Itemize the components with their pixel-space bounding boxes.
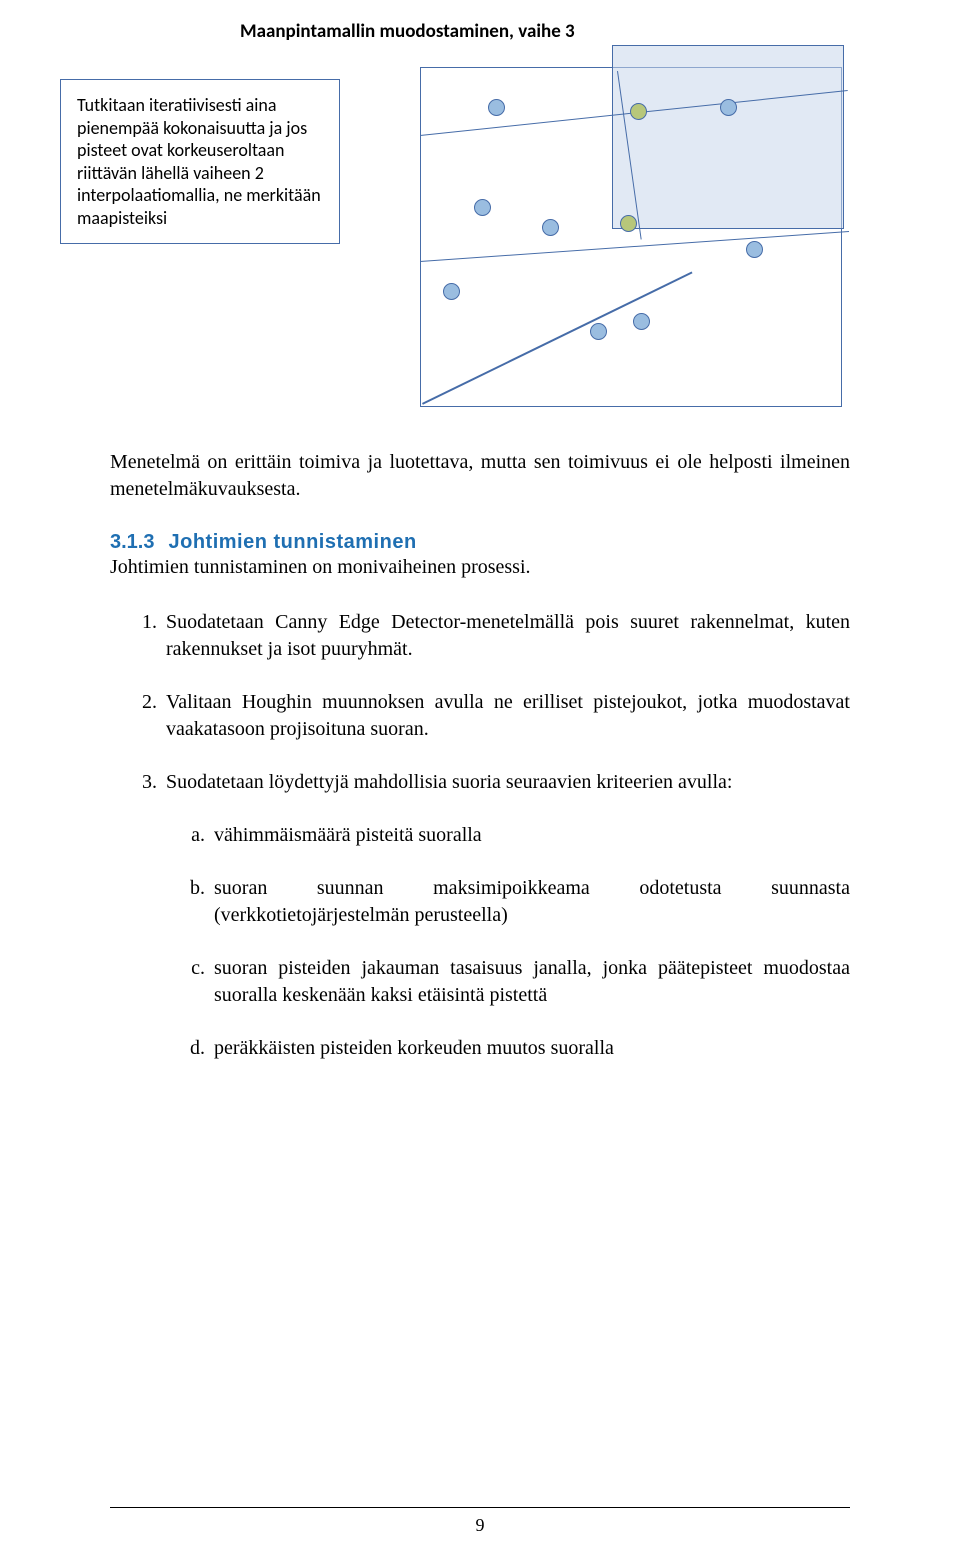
main-list: Suodatetaan Canny Edge Detector-menetelm… [110, 609, 850, 1062]
sub-list: vähimmäismäärä pisteitä suoralla suoran … [166, 822, 850, 1062]
list-item: Suodatetaan löydettyjä mahdollisia suori… [162, 769, 850, 1062]
diagram-dot [488, 99, 505, 116]
diagram-dot [590, 323, 607, 340]
diagram-area: Tutkitaan iteratiivisesti aina pienempää… [110, 51, 850, 401]
footer-rule [110, 1507, 850, 1508]
document-page: Maanpintamallin muodostaminen, vaihe 3 T… [0, 0, 960, 1568]
section-number: 3.1.3 [110, 531, 154, 553]
sub-list-item: suoran pisteiden jakauman tasaisuus jana… [210, 955, 850, 1009]
sub-list-item: suoran suunnan maksimipoikkeama odotetus… [210, 875, 850, 929]
diagram-title: Maanpintamallin muodostaminen, vaihe 3 [240, 20, 850, 43]
diagram-textbox: Tutkitaan iteratiivisesti aina pienempää… [60, 79, 340, 244]
intro-paragraph: Menetelmä on erittäin toimiva ja luotett… [110, 449, 850, 503]
diagram-dot [620, 215, 637, 232]
sub-list-item: peräkkäisten pisteiden korkeuden muutos … [210, 1035, 850, 1062]
diagram-inner-box [612, 45, 844, 229]
sub-list-item: vähimmäismäärä pisteitä suoralla [210, 822, 850, 849]
list-item: Suodatetaan Canny Edge Detector-menetelm… [162, 609, 850, 663]
section-title: Johtimien tunnistaminen [168, 531, 416, 553]
diagram-dot [474, 199, 491, 216]
section-heading: 3.1.3 Johtimien tunnistaminen [110, 531, 850, 554]
diagram-dot [542, 219, 559, 236]
diagram-dot [633, 313, 650, 330]
diagram-dot [720, 99, 737, 116]
diagram-dot [630, 103, 647, 120]
list-item: Valitaan Houghin muunnoksen avulla ne er… [162, 689, 850, 743]
list-item-text: Suodatetaan löydettyjä mahdollisia suori… [166, 771, 732, 793]
diagram-dot [443, 283, 460, 300]
page-number: 9 [0, 1515, 960, 1536]
diagram-dot [746, 241, 763, 258]
section-lead: Johtimien tunnistaminen on monivaiheinen… [110, 554, 850, 581]
